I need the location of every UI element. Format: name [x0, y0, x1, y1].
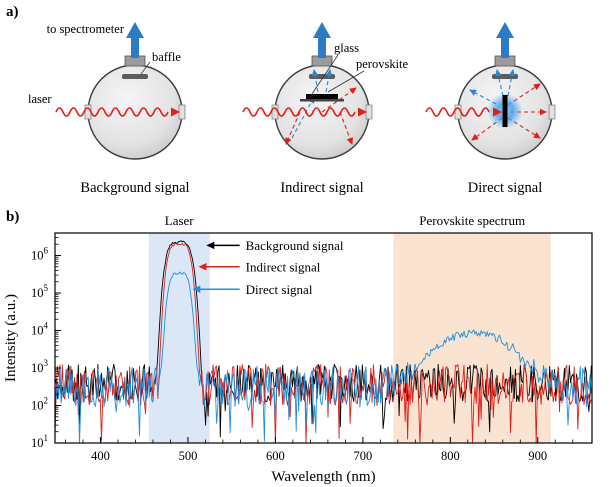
x-tick-label: 900: [528, 449, 547, 463]
y-tick-label: 105: [31, 283, 49, 300]
baffle: [492, 74, 518, 79]
y-axis-label: Intensity (a.u.): [3, 294, 19, 382]
baffle: [122, 74, 148, 79]
series-group: [55, 240, 592, 443]
series-line-direct-signal: [55, 271, 592, 443]
glass-pointer-line: [309, 54, 339, 98]
label-baffle: baffle: [152, 50, 181, 64]
label-to-spectrometer: to spectrometer: [47, 22, 125, 36]
legend-arrowhead-icon: [198, 262, 207, 271]
to-spectrometer-arrow: [131, 36, 139, 58]
x-axis-label: Wavelength (nm): [271, 469, 375, 485]
perovskite-sample: [502, 95, 508, 127]
axes-group: 400 500 600 700 800 900 101 102 103 104 105 106 Wave…: [3, 232, 593, 485]
laser-arrowhead-icon: [493, 107, 502, 117]
legend-label-direct-signal: Direct signal: [246, 282, 313, 297]
x-tick-label: 500: [179, 449, 198, 463]
laser-beam: [55, 107, 169, 117]
laser-arrowhead-icon: [358, 107, 367, 117]
y-tick-label: 102: [31, 396, 48, 413]
caption-indirect-signal: Indirect signal: [280, 180, 363, 196]
band-label-perovskite-spectrum: Perovskite spectrum: [419, 213, 525, 228]
series-line-indirect-signal: [55, 242, 592, 443]
diagram-direct-signal: Direct signal: [425, 22, 556, 196]
x-tick-label: 600: [266, 449, 285, 463]
emission-rays: [291, 68, 333, 139]
laser-beam: [242, 107, 356, 117]
legend-label-background-signal: Background signal: [246, 238, 344, 253]
label-perovskite: perovskite: [356, 57, 409, 71]
caption-background-signal: Background signal: [80, 180, 189, 196]
entry-port: [454, 104, 462, 120]
x-tick-label: 700: [353, 449, 372, 463]
entry-port: [271, 104, 279, 120]
diagram-indirect-signal: glass perovskite Indirect signal: [242, 22, 409, 196]
band-laser: [148, 233, 210, 443]
x-tick-label: 800: [441, 449, 460, 463]
to-spectrometer-arrow: [501, 36, 509, 58]
y-tick-label: 104: [31, 321, 49, 338]
panel-a-diagrams: a) to spectrometer baffle laser Backgrou…: [6, 4, 556, 196]
emission-rays: [469, 68, 516, 105]
band-perovskite-spectrum: [393, 233, 551, 443]
scattered-laser-rays: [285, 87, 357, 146]
panel-b-label: b): [6, 209, 19, 225]
legend-arrowhead-icon: [206, 241, 215, 250]
glass-slide: [300, 99, 344, 102]
label-glass: glass: [334, 41, 359, 55]
plot-frame: [54, 232, 593, 444]
to-spectrometer-arrow: [318, 36, 326, 58]
entry-port: [84, 104, 92, 120]
label-laser: laser: [28, 92, 52, 106]
panel-a-label: a): [6, 4, 19, 20]
scattered-laser-rays: [471, 83, 548, 141]
panel-b-spectrum-chart: b) Laser Perovskite spectrum 400 500 600 700 8…: [3, 209, 593, 485]
band-group: Laser Perovskite spectrum: [148, 213, 551, 443]
to-spectrometer-arrowhead-icon: [496, 22, 514, 38]
baffle: [309, 74, 335, 79]
x-tick-label: 400: [91, 449, 110, 463]
legend-group: Background signal Indirect signal Direct s…: [192, 238, 344, 297]
laser-beam: [425, 107, 490, 117]
diagram-background-signal: to spectrometer baffle laser Background …: [28, 22, 190, 196]
y-tick-label: 103: [31, 358, 49, 375]
to-spectrometer-arrowhead-icon: [126, 22, 144, 38]
baffle-pointer-line: [140, 61, 151, 75]
band-label-laser: Laser: [165, 213, 195, 228]
exit-port: [548, 104, 556, 120]
perovskite-pointer-line: [327, 70, 365, 93]
legend-arrowhead-icon: [192, 285, 201, 294]
laser-arrowhead-icon: [171, 107, 180, 117]
y-tick-label: 101: [31, 433, 48, 450]
y-tick-label: 106: [31, 246, 49, 263]
legend-label-indirect-signal: Indirect signal: [246, 259, 321, 274]
to-spectrometer-arrowhead-icon: [313, 22, 331, 38]
perovskite-film: [306, 94, 338, 99]
caption-direct-signal: Direct signal: [468, 180, 543, 196]
